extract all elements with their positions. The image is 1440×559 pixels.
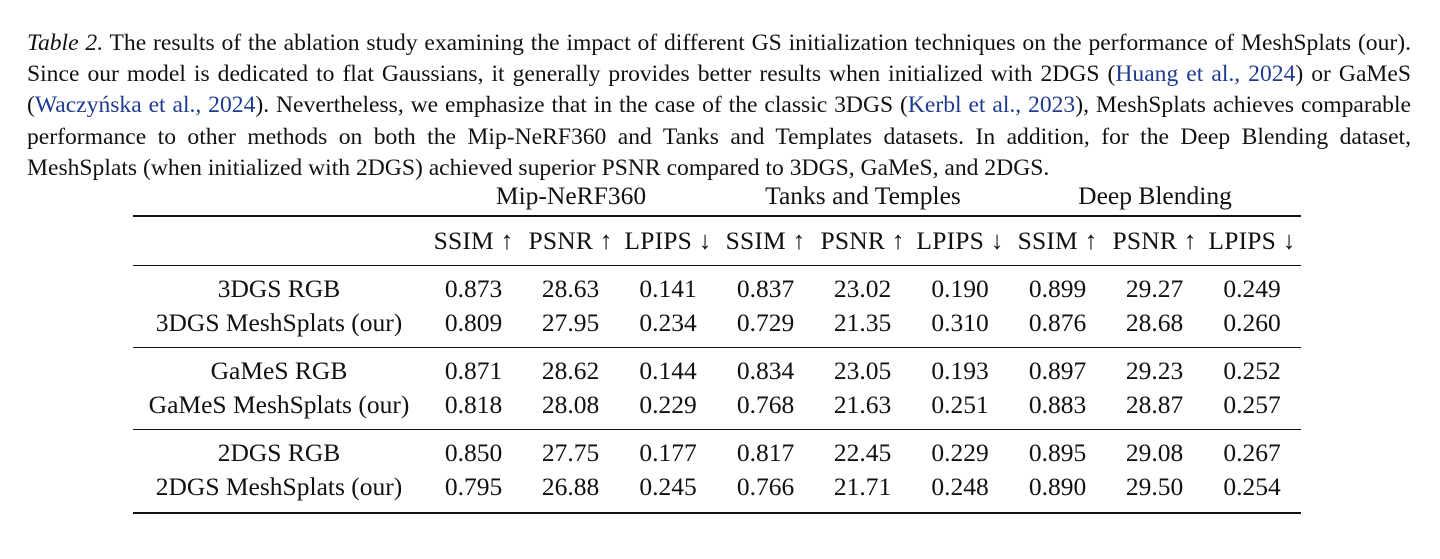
value-cell: 0.837 <box>736 274 795 303</box>
table-row: 3DGS MeshSplats (our) 0.809 27.95 0.234 … <box>133 308 1301 342</box>
value-cell: 0.257 <box>1223 390 1281 419</box>
caption-text-3: ). Nevertheless, we emphasize that in th… <box>255 92 908 119</box>
caption-label: Table 2. <box>27 30 104 56</box>
value-cell: 29.50 <box>1125 472 1184 501</box>
bottom-rule <box>133 512 1301 514</box>
metric-header: SSIM ↑ <box>433 226 514 255</box>
method-cell: 3DGS MeshSplats (our) <box>155 308 403 337</box>
metric-header: SSIM ↑ <box>725 226 806 255</box>
group-rule <box>133 347 1301 349</box>
table-caption: Table 2. The results of the ablation stu… <box>27 28 1411 184</box>
value-cell: 0.850 <box>444 438 503 467</box>
method-cell: GaMeS MeshSplats (our) <box>148 390 410 419</box>
value-cell: 0.899 <box>1028 274 1087 303</box>
value-cell: 23.05 <box>833 356 892 385</box>
value-cell: 0.310 <box>931 308 989 337</box>
dataset-header-tanks-temples: Tanks and Temples <box>765 181 961 210</box>
metric-header: PSNR ↑ <box>820 226 905 255</box>
metric-header: LPIPS ↓ <box>624 226 712 255</box>
method-cell: 2DGS MeshSplats (our) <box>155 472 403 501</box>
value-cell: 0.177 <box>639 438 697 467</box>
value-cell: 0.895 <box>1028 438 1087 467</box>
value-cell: 29.08 <box>1125 438 1184 467</box>
value-cell: 0.229 <box>931 438 989 467</box>
dataset-header-deep-blending: Deep Blending <box>1078 181 1232 210</box>
value-cell: 0.141 <box>639 274 697 303</box>
value-cell: 0.873 <box>444 274 503 303</box>
value-cell: 0.267 <box>1223 438 1281 467</box>
method-cell: 3DGS RGB <box>217 274 341 303</box>
metric-header: LPIPS ↓ <box>1208 226 1296 255</box>
value-cell: 0.890 <box>1028 472 1087 501</box>
value-cell: 0.251 <box>931 390 989 419</box>
metric-header: LPIPS ↓ <box>916 226 1004 255</box>
metric-header: PSNR ↑ <box>1112 226 1197 255</box>
value-cell: 0.809 <box>444 308 503 337</box>
metric-header-row: SSIM ↑ PSNR ↑ LPIPS ↓ SSIM ↑ PSNR ↑ LPIP… <box>133 226 1301 260</box>
value-cell: 0.252 <box>1223 356 1281 385</box>
table-row: GaMeS MeshSplats (our) 0.818 28.08 0.229… <box>133 390 1301 424</box>
value-cell: 0.766 <box>736 472 795 501</box>
citation-kerbl[interactable]: Kerbl et al., 2023 <box>907 92 1076 119</box>
group-rule <box>133 429 1301 431</box>
value-cell: 0.260 <box>1223 308 1281 337</box>
value-cell: 0.229 <box>639 390 697 419</box>
value-cell: 27.75 <box>541 438 600 467</box>
value-cell: 28.62 <box>541 356 600 385</box>
caption-text-1: The results of the ablation study examin… <box>27 30 1412 88</box>
value-cell: 21.63 <box>833 390 892 419</box>
value-cell: 23.02 <box>833 274 892 303</box>
value-cell: 0.834 <box>736 356 795 385</box>
value-cell: 0.818 <box>444 390 503 419</box>
table-row: 2DGS RGB 0.850 27.75 0.177 0.817 22.45 0… <box>133 438 1301 472</box>
value-cell: 26.88 <box>541 472 600 501</box>
value-cell: 0.883 <box>1028 390 1087 419</box>
table-row: 3DGS RGB 0.873 28.63 0.141 0.837 23.02 0… <box>133 274 1301 308</box>
value-cell: 0.245 <box>639 472 697 501</box>
method-cell: GaMeS RGB <box>210 356 348 385</box>
metric-header: SSIM ↑ <box>1017 226 1098 255</box>
value-cell: 28.68 <box>1125 308 1184 337</box>
value-cell: 29.27 <box>1125 274 1184 303</box>
header-rule <box>133 265 1301 267</box>
citation-huang[interactable]: Huang et al., 2024 <box>1115 61 1296 88</box>
value-cell: 0.254 <box>1223 472 1281 501</box>
metric-header: PSNR ↑ <box>528 226 613 255</box>
value-cell: 27.95 <box>541 308 600 337</box>
value-cell: 28.08 <box>541 390 600 419</box>
value-cell: 0.193 <box>931 356 989 385</box>
citation-waczynska[interactable]: Waczyńska et al., 2024 <box>34 92 256 119</box>
value-cell: 0.817 <box>736 438 795 467</box>
caption-text-4: ), MeshSplats achieves comparable perfor… <box>27 92 1411 181</box>
value-cell: 0.249 <box>1223 274 1281 303</box>
dataset-header-mipnerf360: Mip-NeRF360 <box>495 181 647 210</box>
value-cell: 22.45 <box>833 438 892 467</box>
value-cell: 0.871 <box>444 356 503 385</box>
value-cell: 0.248 <box>931 472 989 501</box>
value-cell: 0.729 <box>736 308 795 337</box>
value-cell: 0.234 <box>639 308 697 337</box>
value-cell: 0.144 <box>639 356 697 385</box>
method-cell: 2DGS RGB <box>217 438 341 467</box>
value-cell: 0.876 <box>1028 308 1087 337</box>
value-cell: 28.87 <box>1125 390 1184 419</box>
value-cell: 21.71 <box>833 472 892 501</box>
value-cell: 0.897 <box>1028 356 1087 385</box>
caption-text-2: ) or GaMeS ( <box>27 61 1412 119</box>
table-row: GaMeS RGB 0.871 28.62 0.144 0.834 23.05 … <box>133 356 1301 390</box>
value-cell: 29.23 <box>1125 356 1184 385</box>
value-cell: 0.768 <box>736 390 795 419</box>
value-cell: 28.63 <box>541 274 600 303</box>
top-rule <box>133 215 1301 217</box>
dataset-header-row: Mip-NeRF360 Tanks and Temples Deep Blend… <box>133 181 1301 215</box>
value-cell: 21.35 <box>833 308 892 337</box>
value-cell: 0.795 <box>444 472 503 501</box>
table-row: 2DGS MeshSplats (our) 0.795 26.88 0.245 … <box>133 472 1301 506</box>
value-cell: 0.190 <box>931 274 989 303</box>
